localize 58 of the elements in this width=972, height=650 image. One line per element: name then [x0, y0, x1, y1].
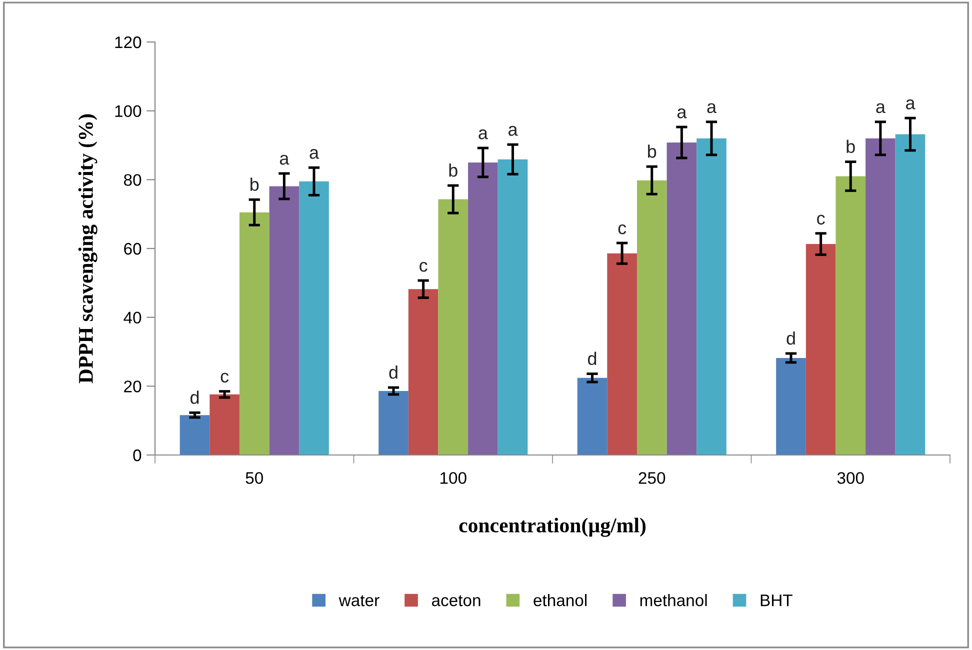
data-label: d	[588, 352, 596, 366]
bar	[866, 138, 896, 455]
y-tick-label: 80	[124, 174, 142, 186]
y-tick-label: 40	[124, 312, 142, 324]
y-tick-label: 100	[115, 105, 142, 118]
data-label: b	[648, 144, 656, 158]
data-label: a	[310, 148, 320, 159]
data-label: a	[707, 103, 717, 114]
x-tick-label: 300	[837, 472, 864, 484]
bar	[299, 181, 329, 455]
bar	[180, 415, 210, 455]
y-tick-label: 0	[133, 449, 142, 462]
bar	[577, 378, 608, 455]
data-label: b	[846, 140, 855, 154]
data-label: d	[389, 366, 398, 379]
bar	[378, 390, 408, 455]
bar	[498, 159, 528, 455]
bar	[269, 186, 300, 455]
data-label: a	[478, 129, 488, 140]
bar	[607, 253, 637, 455]
y-tick-label: 60	[124, 242, 142, 255]
bar	[239, 212, 270, 455]
y-axis-title: DPPH scavenging activity (%)	[78, 114, 98, 384]
data-label: a	[280, 154, 290, 165]
data-label: c	[220, 372, 229, 383]
bar	[210, 394, 240, 455]
bar	[666, 142, 697, 455]
data-label: a	[906, 99, 916, 110]
y-tick-label: 120	[115, 36, 142, 48]
bar	[776, 358, 806, 455]
data-label: c	[817, 214, 825, 225]
x-axis-title: concentration(µg/ml)	[459, 518, 646, 537]
bar	[636, 180, 667, 455]
data-label: a	[876, 103, 886, 114]
bar	[806, 244, 836, 455]
bar	[438, 199, 468, 455]
legend-label: aceton	[432, 595, 480, 606]
bar	[836, 176, 866, 455]
data-label: a	[677, 108, 687, 118]
data-label: b	[449, 164, 458, 177]
data-label: c	[618, 224, 626, 234]
bar	[895, 134, 926, 455]
data-label: b	[250, 178, 259, 191]
y-tick-label: 20	[124, 380, 142, 392]
legend-label: water	[338, 595, 380, 606]
legend-label: BHT	[760, 594, 792, 606]
bar	[468, 162, 498, 455]
data-label: d	[786, 331, 795, 345]
data-label: a	[508, 126, 518, 136]
bar	[408, 289, 438, 455]
data-label: c	[420, 262, 428, 272]
legend-label: ethanol	[534, 594, 587, 606]
bar	[696, 138, 726, 455]
legend-label: methanol	[640, 594, 707, 606]
data-label: d	[190, 390, 199, 404]
x-tick-label: 250	[638, 472, 666, 484]
x-tick-label: 100	[440, 472, 466, 484]
x-tick-label: 50	[246, 472, 263, 484]
